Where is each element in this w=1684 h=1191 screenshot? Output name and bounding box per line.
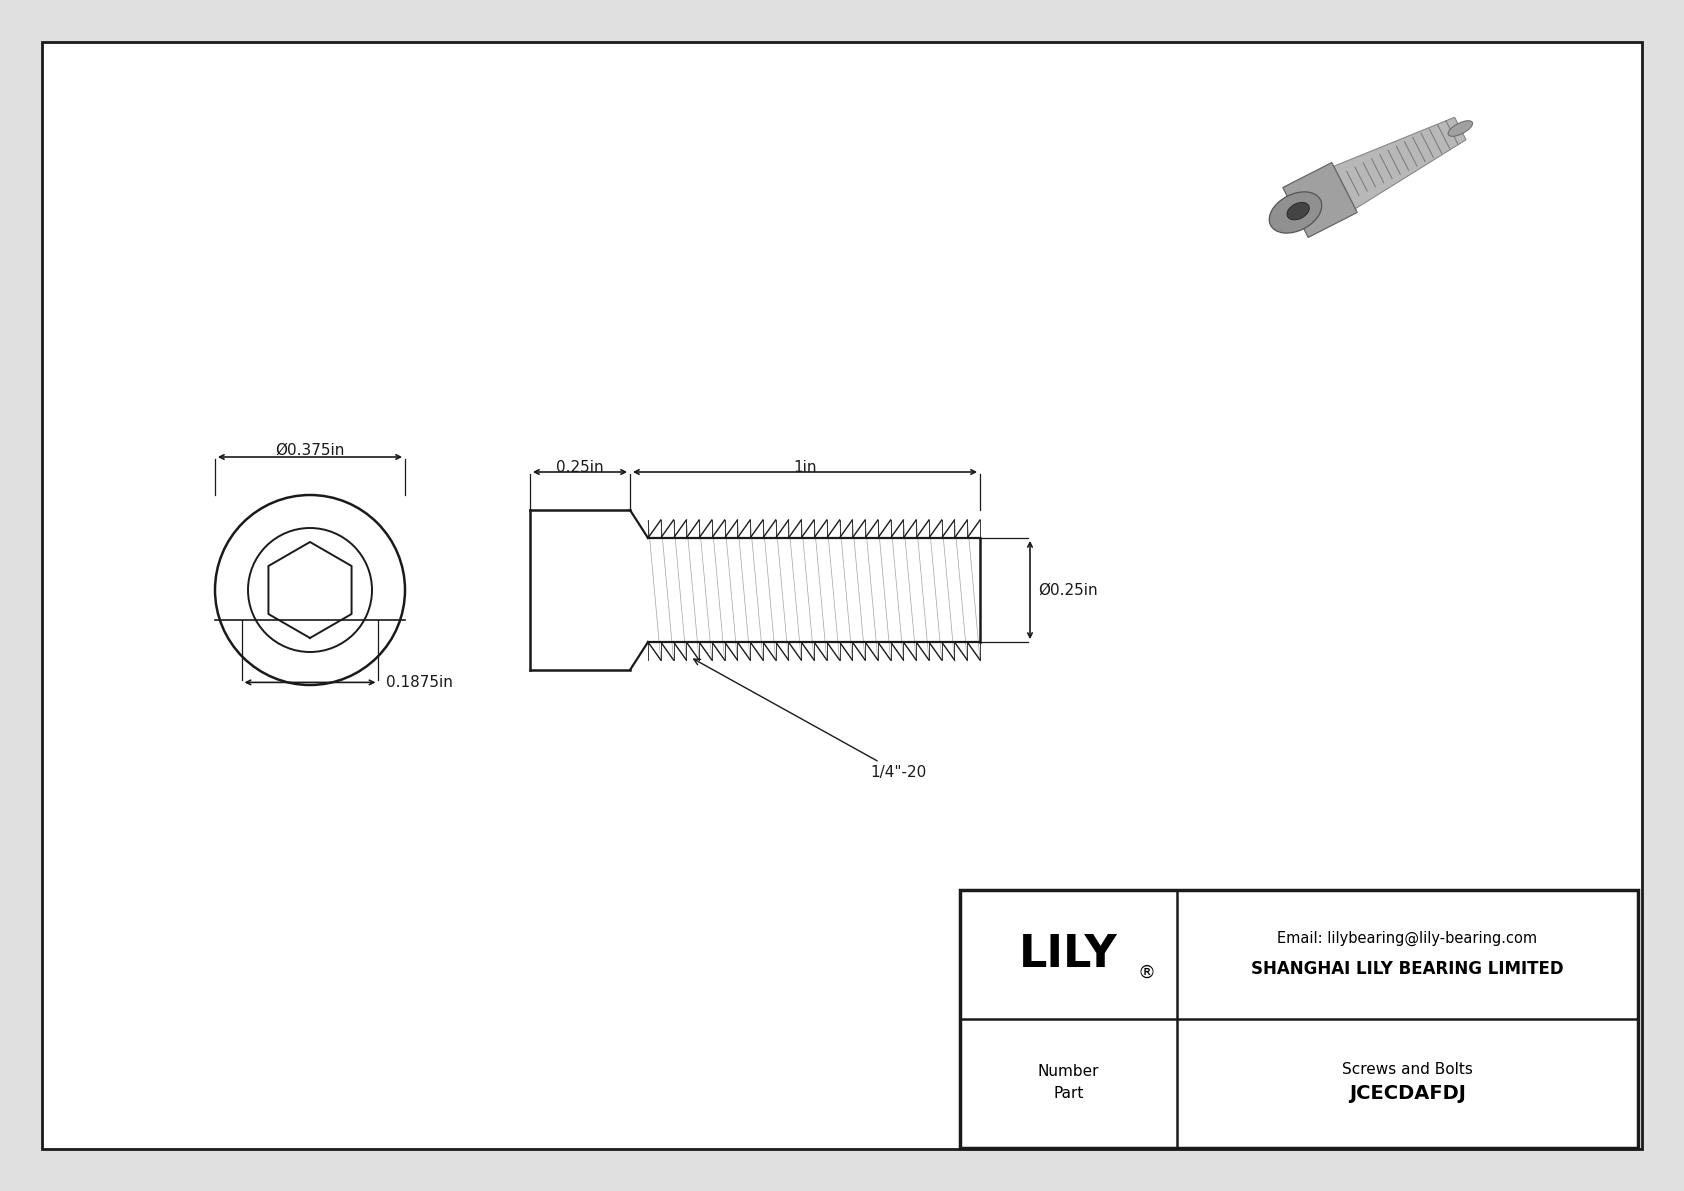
- Text: ®: ®: [1137, 964, 1155, 981]
- Text: 0.1875in: 0.1875in: [386, 675, 453, 690]
- Bar: [960, 890, 1639, 1148]
- Text: LILY: LILY: [1019, 933, 1118, 975]
- Text: SHANGHAI LILY BEARING LIMITED: SHANGHAI LILY BEARING LIMITED: [1251, 960, 1564, 978]
- Polygon shape: [1283, 162, 1357, 237]
- Text: JCECDAFDJ: JCECDAFDJ: [1349, 1084, 1465, 1103]
- Ellipse shape: [1270, 192, 1322, 233]
- Text: Ø0.25in: Ø0.25in: [1037, 582, 1098, 598]
- Text: Email: lilybearing@lily-bearing.com: Email: lilybearing@lily-bearing.com: [1278, 931, 1537, 946]
- Ellipse shape: [1448, 120, 1472, 136]
- Text: 1in: 1in: [793, 460, 817, 475]
- Text: Screws and Bolts: Screws and Bolts: [1342, 1062, 1474, 1077]
- Polygon shape: [1334, 117, 1467, 208]
- Text: Number: Number: [1037, 1064, 1100, 1079]
- Text: Part: Part: [1052, 1086, 1084, 1100]
- Ellipse shape: [1287, 202, 1310, 220]
- Text: 0.25in: 0.25in: [556, 460, 605, 475]
- Text: Ø0.375in: Ø0.375in: [274, 443, 345, 459]
- Text: 1/4"-20: 1/4"-20: [694, 659, 926, 780]
